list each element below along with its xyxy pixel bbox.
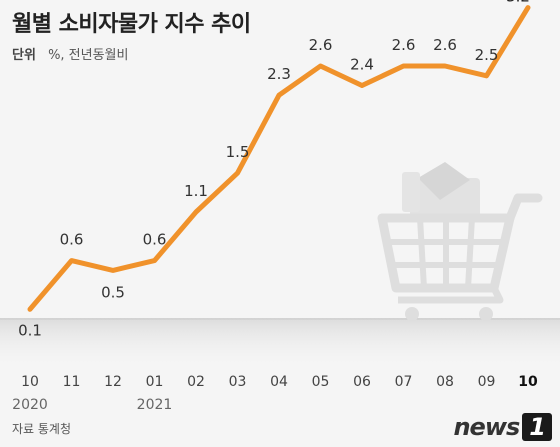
year-label: 2020 [12, 397, 48, 413]
x-tick-label: 01 [146, 374, 164, 390]
value-label: 1.5 [226, 143, 250, 161]
x-tick-label: 03 [229, 374, 247, 390]
x-tick-label: 05 [312, 374, 330, 390]
news1-logo: news 1 [453, 413, 552, 441]
x-tick-label: 10 [21, 374, 39, 390]
chart-title: 월별 소비자물가 지수 추이 [12, 6, 251, 38]
x-tick-label: 04 [270, 374, 288, 390]
value-label: 2.5 [475, 46, 499, 64]
value-label: 2.4 [350, 55, 374, 73]
value-label: 3.2 [506, 0, 530, 6]
x-tick-label: 06 [353, 374, 371, 390]
value-label: 0.6 [143, 231, 167, 249]
x-tick-label: 10 [518, 374, 538, 390]
value-label: 0.6 [60, 231, 84, 249]
value-label: 1.1 [184, 182, 208, 200]
x-tick-label: 12 [104, 374, 122, 390]
x-tick-label: 07 [395, 374, 413, 390]
logo-text: news [453, 413, 519, 441]
unit-label: 단위 [12, 48, 36, 63]
unit-row: 단위 %, 전년동월비 [12, 44, 128, 63]
x-tick-label: 11 [63, 374, 81, 390]
shopping-cart-icon [382, 162, 538, 321]
value-label: 2.6 [309, 36, 333, 54]
value-label: 2.6 [392, 36, 416, 54]
value-label: 0.5 [101, 283, 125, 301]
x-tick-label: 02 [187, 374, 205, 390]
unit-text: %, 전년동월비 [48, 48, 128, 63]
value-label: 2.6 [433, 36, 457, 54]
x-tick-label: 08 [436, 374, 454, 390]
source-note: 자료 통계청 [12, 420, 71, 437]
baseline-band [0, 318, 560, 364]
value-label: 0.1 [18, 321, 42, 339]
x-tick-label: 09 [478, 374, 496, 390]
year-label: 2021 [137, 397, 173, 413]
logo-mark: 1 [522, 413, 552, 441]
value-label: 2.3 [267, 65, 291, 83]
